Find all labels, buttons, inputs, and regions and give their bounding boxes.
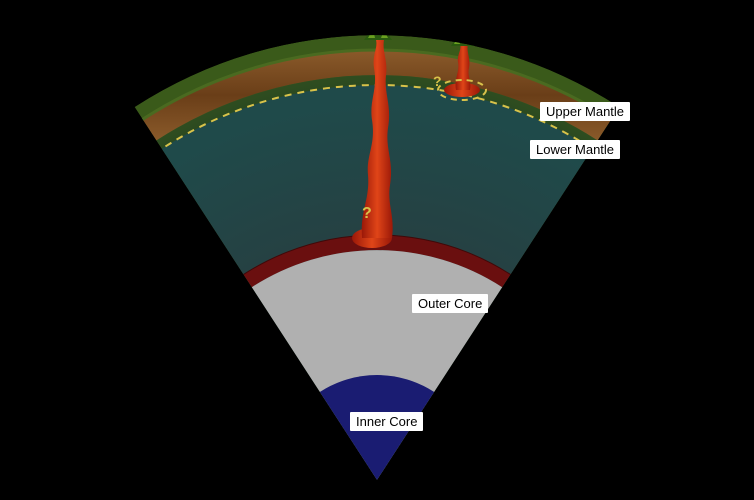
diagram-stage: ? ? Inner Core Outer Core Lower Mantle U… bbox=[0, 0, 754, 500]
volcano-center bbox=[364, 20, 392, 40]
question-mark-shallow: ? bbox=[433, 73, 442, 89]
label-lower-mantle: Lower Mantle bbox=[530, 140, 620, 159]
label-upper-mantle: Upper Mantle bbox=[540, 102, 630, 121]
question-mark-deep: ? bbox=[362, 205, 372, 222]
volcano-right bbox=[451, 28, 475, 46]
label-outer-core: Outer Core bbox=[412, 294, 488, 313]
label-inner-core: Inner Core bbox=[350, 412, 423, 431]
